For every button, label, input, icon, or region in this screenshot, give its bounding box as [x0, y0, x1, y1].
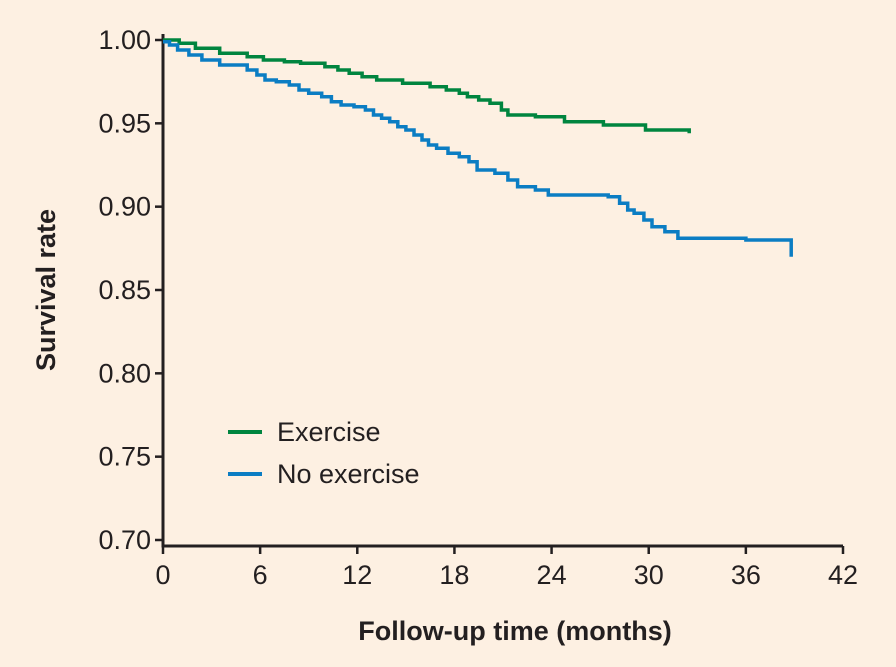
y-tick-label: 0.90 [98, 192, 151, 222]
series-layer [163, 38, 793, 257]
legend-label-no-exercise: No exercise [277, 459, 420, 489]
y-tick-label: 0.80 [98, 358, 151, 388]
y-tick-label: 0.95 [98, 108, 151, 138]
x-tick-label: 42 [828, 560, 858, 590]
series-line-exercise [163, 38, 691, 134]
y-tick-label: 0.85 [98, 275, 151, 305]
x-tick-label: 30 [634, 560, 664, 590]
x-tick-label: 36 [731, 560, 761, 590]
legend: Exercise No exercise [228, 417, 420, 489]
y-tick-label: 1.00 [98, 25, 151, 55]
x-tick-label: 24 [537, 560, 567, 590]
y-axis-title: Survival rate [31, 209, 61, 371]
legend-label-exercise: Exercise [277, 417, 381, 447]
legend-item-no-exercise: No exercise [228, 459, 420, 489]
x-tick-label: 12 [342, 560, 372, 590]
legend-item-exercise: Exercise [228, 417, 381, 447]
y-tick-label: 0.70 [98, 525, 151, 555]
series-line-no-exercise [163, 39, 793, 257]
axes-layer: 0.70 0.75 0.80 0.85 0.90 0.95 1.00 0 6 12 18 24 30 36… [98, 25, 858, 590]
y-tick-label: 0.75 [98, 442, 151, 472]
x-tick-label: 18 [439, 560, 469, 590]
x-axis-title: Follow-up time (months) [358, 616, 671, 646]
x-tick-label: 0 [155, 560, 170, 590]
x-tick-label: 6 [253, 560, 268, 590]
